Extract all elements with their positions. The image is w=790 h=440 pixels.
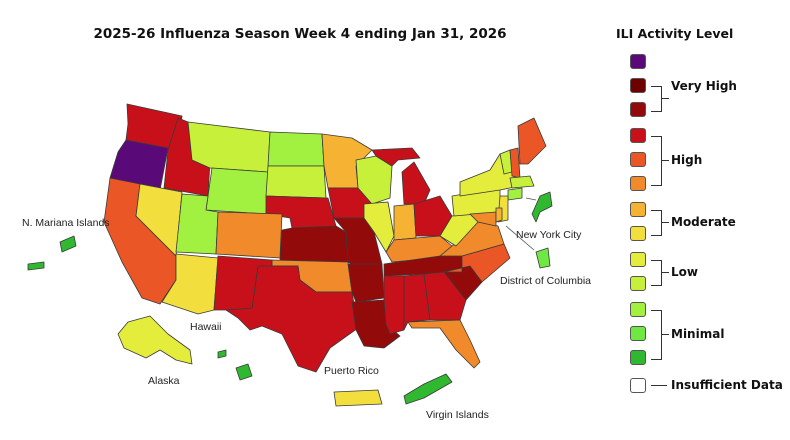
state-NM[interactable] <box>213 255 273 311</box>
bracket-high <box>651 136 662 186</box>
label-nyc: New York City <box>516 229 582 241</box>
map-title: 2025-26 Influenza Season Week 4 ending J… <box>93 26 507 42</box>
state-CT[interactable] <box>507 187 523 201</box>
label-hawaii: Hawaii <box>190 321 222 333</box>
territory-NYC[interactable] <box>531 191 553 223</box>
md-dc-leader <box>505 225 535 251</box>
label-mariana: N. Mariana Islands <box>22 217 110 229</box>
legend-moderate: Moderate <box>671 215 736 229</box>
bracket-tick <box>661 334 669 335</box>
bracket-tick <box>661 272 669 273</box>
legend-very-high: Very High <box>671 79 737 93</box>
state-CO[interactable] <box>215 211 283 259</box>
legend-swatch <box>630 78 646 93</box>
ny-nyc-leader <box>525 197 537 201</box>
state-AL[interactable] <box>403 273 431 331</box>
legend-swatch <box>630 350 646 365</box>
state-SD[interactable] <box>265 165 327 199</box>
legend-high: High <box>671 153 703 167</box>
legend-swatch <box>630 128 646 143</box>
legend-title: ILI Activity Level <box>616 26 734 41</box>
state-FL[interactable] <box>407 319 481 369</box>
legend-swatch <box>630 152 646 167</box>
legend-swatch <box>630 226 646 241</box>
bracket-minimal <box>651 310 662 360</box>
territory-PR[interactable] <box>333 389 383 407</box>
legend-swatch <box>630 302 646 317</box>
state-DE[interactable] <box>495 207 503 223</box>
territory-HI[interactable] <box>235 363 253 381</box>
legend-low: Low <box>671 265 698 279</box>
legend-insufficient: Insufficient Data <box>671 378 783 392</box>
state-KY[interactable] <box>385 235 453 263</box>
bracket-tick <box>661 222 669 223</box>
legend-swatch <box>630 378 646 393</box>
state-MI[interactable] <box>371 147 421 167</box>
state-ND[interactable] <box>267 131 325 167</box>
label-dc: District of Columbia <box>500 275 591 287</box>
legend-swatch <box>630 202 646 217</box>
legend-minimal: Minimal <box>671 327 725 341</box>
state-AR[interactable] <box>347 263 385 303</box>
bracket-tick <box>661 160 669 161</box>
label-puerto-rico: Puerto Rico <box>324 365 379 377</box>
state-MA[interactable] <box>509 175 535 189</box>
legend-swatch <box>630 176 646 191</box>
bracket-moderate <box>651 210 662 236</box>
territory-VI[interactable] <box>403 373 453 405</box>
legend-swatch <box>630 54 646 69</box>
territory-DC[interactable] <box>535 247 551 269</box>
label-alaska: Alaska <box>148 375 180 387</box>
label-virgin-islands: Virgin Islands <box>426 409 489 421</box>
bracket-low <box>651 260 662 286</box>
state-WY[interactable] <box>205 167 269 215</box>
bracket-very-high <box>651 86 662 112</box>
us-map: N. Mariana Islands New York City Distric… <box>22 103 591 421</box>
state-MI-lower[interactable] <box>401 161 431 205</box>
territory-AK[interactable] <box>117 315 193 365</box>
bracket-tick <box>651 385 667 386</box>
legend-swatch <box>630 252 646 267</box>
state-NH[interactable] <box>509 147 521 179</box>
state-MS[interactable] <box>383 275 405 335</box>
legend-swatch <box>630 326 646 341</box>
state-ME[interactable] <box>517 117 547 165</box>
bracket-tick <box>661 98 669 99</box>
state-GA[interactable] <box>423 271 467 321</box>
state-IN[interactable] <box>393 203 417 241</box>
state-NC[interactable] <box>443 243 511 283</box>
territory-MP-2[interactable] <box>27 261 45 271</box>
legend-swatch <box>630 276 646 291</box>
territory-MP[interactable] <box>59 235 77 253</box>
territory-HI-2[interactable] <box>217 349 227 359</box>
legend-swatch <box>630 102 646 117</box>
state-MD[interactable] <box>469 211 497 227</box>
state-KS[interactable] <box>279 225 349 263</box>
